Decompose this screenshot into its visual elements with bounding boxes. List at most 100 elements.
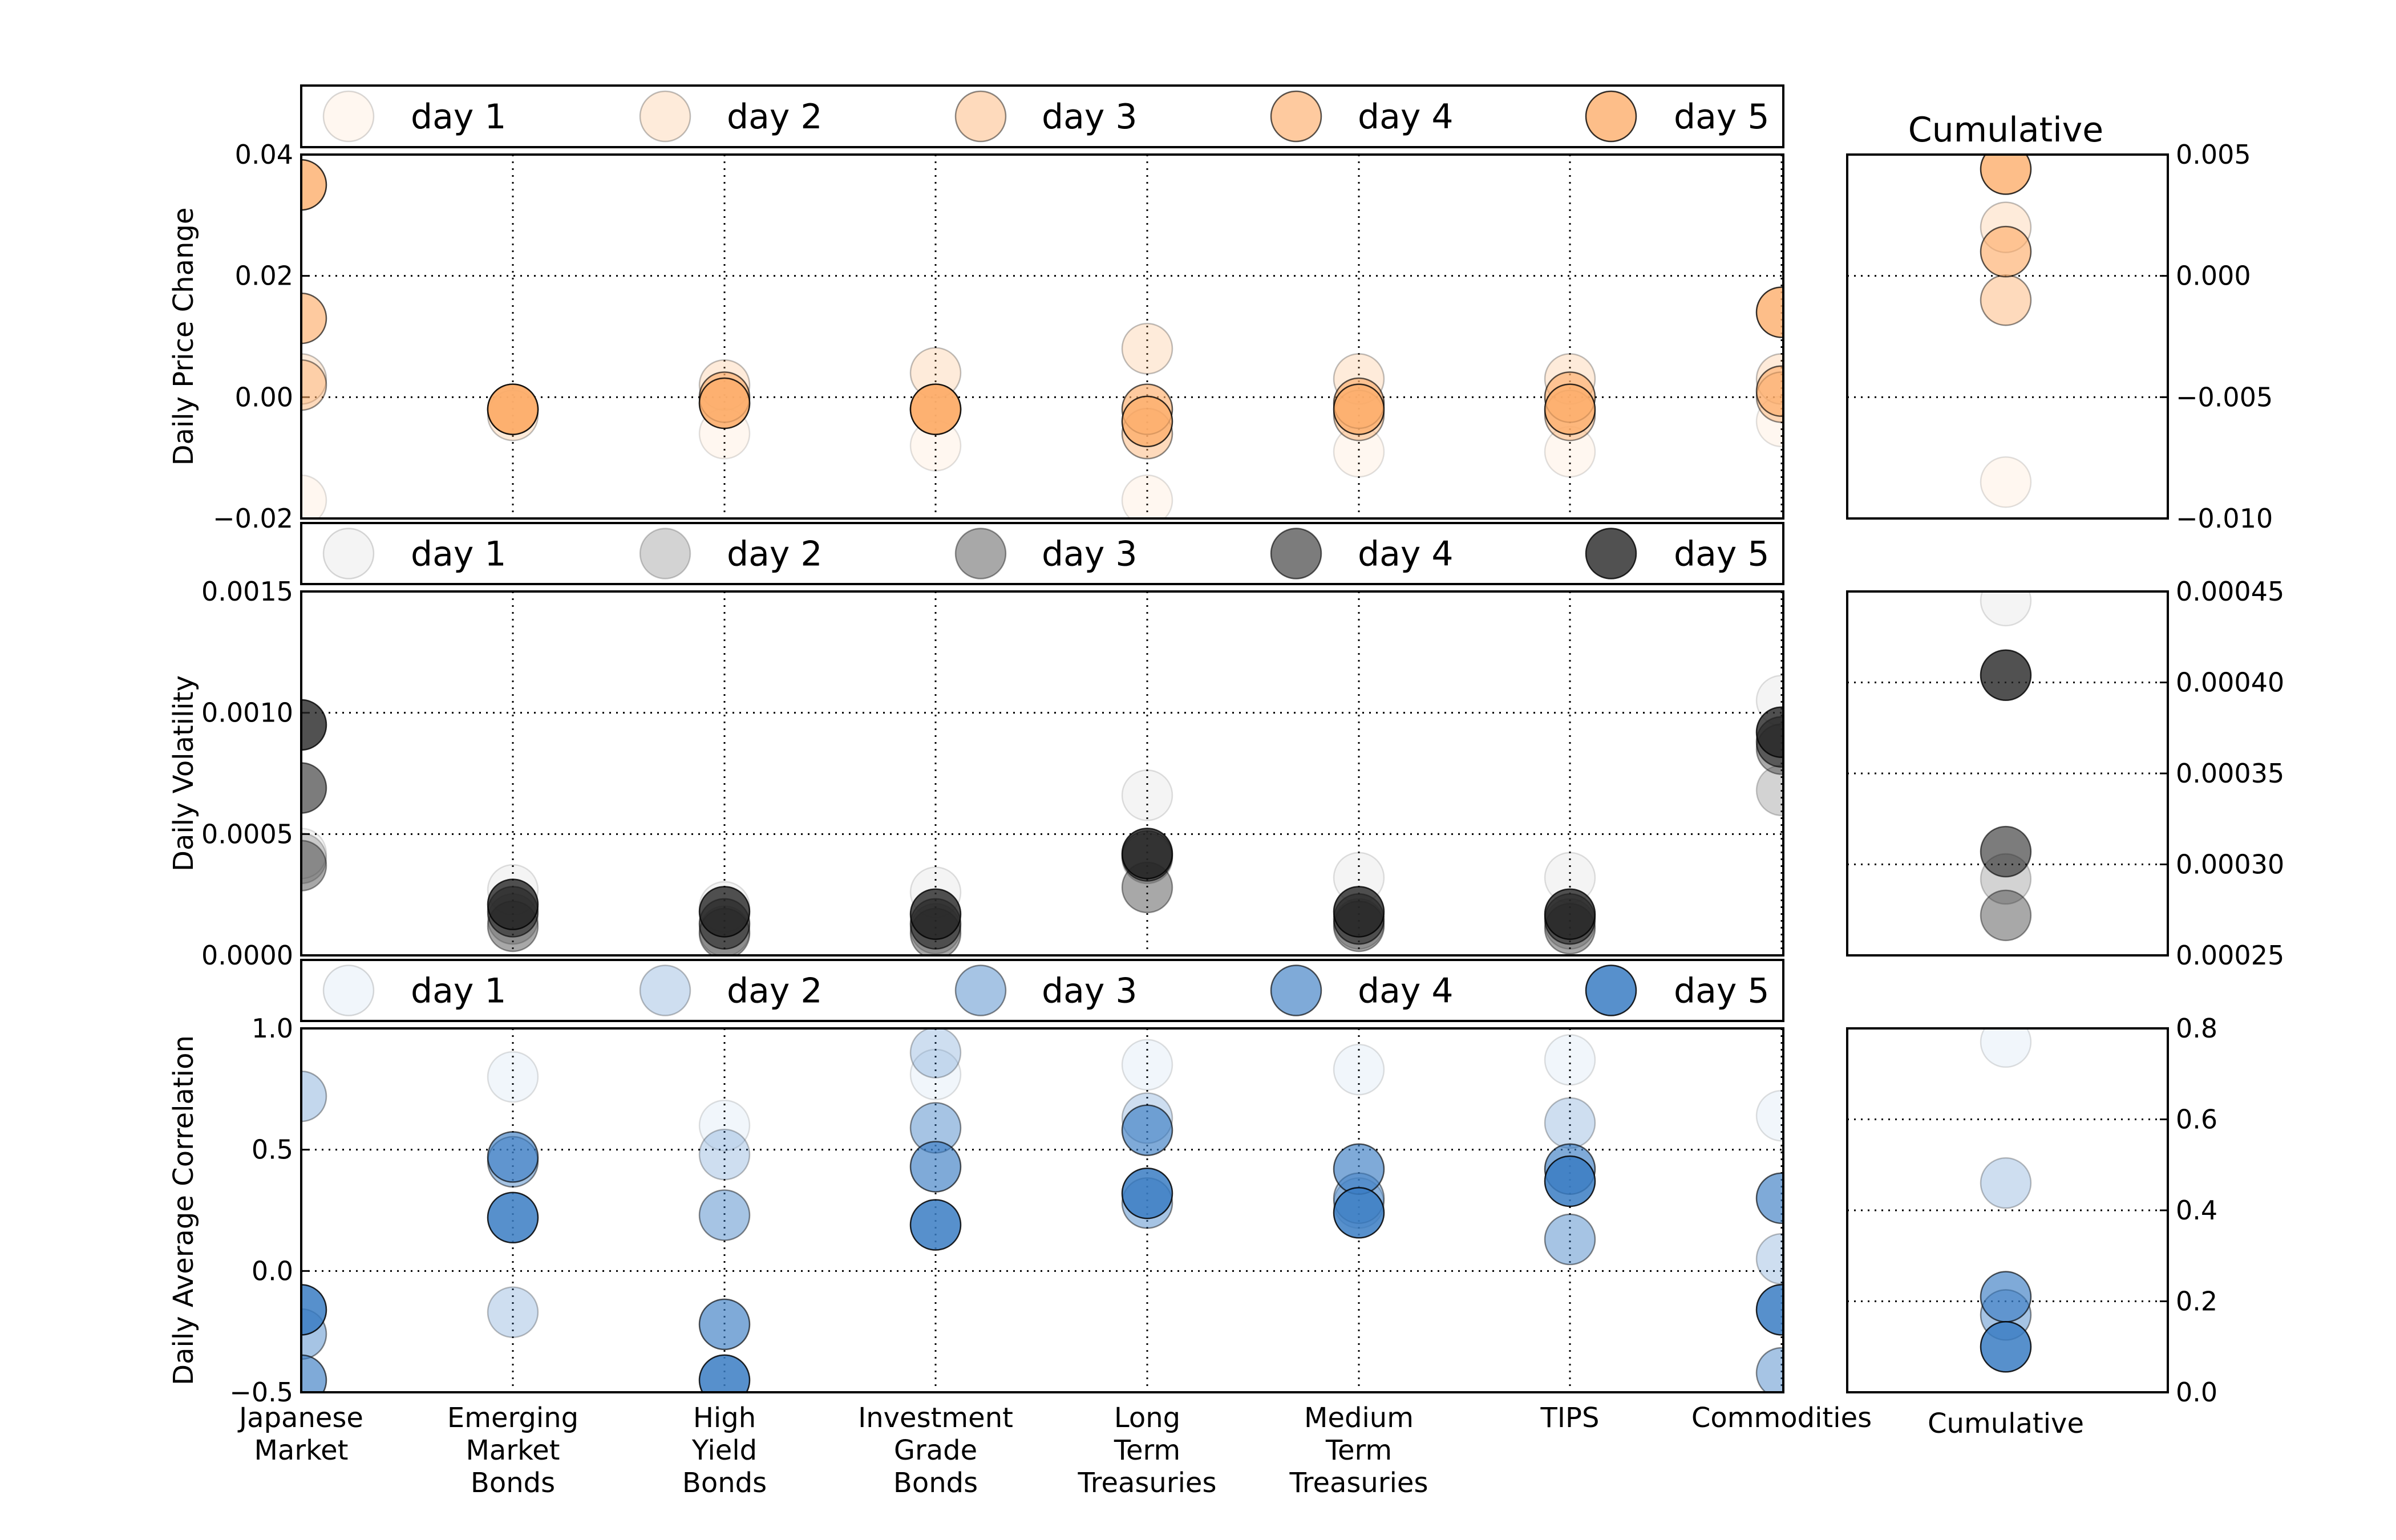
point-correlation-day-3-cat-8 [1755, 1347, 1783, 1392]
legend-label-price-day-5: day 5 [1674, 97, 1770, 137]
points-volatility [301, 675, 1783, 955]
cumulative-title: Cumulative [1908, 110, 2103, 150]
legend-label-volatility-day-2: day 2 [727, 534, 823, 574]
cum-ytick-label-volatility-0: 0.00025 [2176, 940, 2284, 971]
category-label-5-line-2: Term [1114, 1434, 1180, 1466]
legend-marker-correlation-day-4 [1270, 964, 1322, 1016]
legend-box-volatility [300, 522, 1784, 585]
point-price-day-4-cat-8 [1755, 365, 1783, 417]
category-label-6-line-2: Term [1325, 1434, 1392, 1466]
point-correlation-day-2-cat-2 [487, 1286, 539, 1338]
ytick-label-correlation-0: −0.5 [229, 1377, 293, 1408]
point-correlation-day-5-cat-6 [1333, 1187, 1385, 1239]
category-label-1-line-2: Market [254, 1434, 349, 1466]
cum-points-price [1980, 155, 2032, 508]
point-correlation-day-4-cat-3 [698, 1298, 751, 1351]
ytick-label-price-1: 0.00 [235, 382, 293, 412]
cum-point-correlation-day-4 [1980, 1271, 2032, 1323]
point-volatility-day-5-cat-5 [1121, 828, 1173, 880]
cum-ytick-label-volatility-3: 0.00040 [2176, 667, 2284, 698]
legend-label-volatility-day-3: day 3 [1042, 534, 1138, 574]
cum-ytick-label-volatility-1: 0.00030 [2176, 849, 2284, 880]
legend-marker-volatility-day-5 [1585, 528, 1637, 579]
cum-ytick-label-correlation-2: 0.4 [2176, 1195, 2217, 1226]
point-correlation-day-4-cat-1 [301, 1354, 327, 1392]
category-label-8-line-1: Commodities [1691, 1402, 1872, 1434]
cum-point-price-day-4 [1980, 225, 2032, 278]
point-correlation-day-5-cat-4 [909, 1199, 962, 1251]
point-price-day-5-cat-6 [1333, 383, 1385, 435]
point-correlation-day-1-cat-2 [487, 1051, 539, 1103]
plot-frame-price [300, 153, 1784, 520]
cum-frame-price [1846, 153, 2169, 520]
cum-ytick-label-correlation-0: 0.0 [2176, 1377, 2217, 1408]
category-label-2-line-3: Bonds [471, 1467, 555, 1499]
legend-label-volatility-day-4: day 4 [1358, 534, 1454, 574]
point-correlation-day-5-cat-7 [1544, 1155, 1596, 1207]
category-label-6-line-3: Treasuries [1289, 1467, 1428, 1499]
legend-label-correlation-day-2: day 2 [727, 971, 823, 1011]
point-price-day-5-cat-3 [698, 377, 751, 429]
category-label-5-line-3: Treasuries [1078, 1467, 1217, 1499]
cum-point-correlation-day-2 [1980, 1157, 2032, 1209]
legend-marker-correlation-day-3 [954, 964, 1007, 1016]
point-volatility-day-2-cat-1 [301, 832, 327, 885]
legend-label-correlation-day-1: day 1 [411, 971, 507, 1011]
point-volatility-day-5-cat-4 [909, 888, 962, 940]
ytick-label-volatility-0: 0.0000 [201, 940, 293, 971]
point-volatility-day-3-cat-1 [301, 840, 327, 891]
ytick-label-volatility-2: 0.0010 [201, 698, 293, 728]
points-price [301, 159, 1783, 518]
ytick-label-volatility-1: 0.0005 [201, 818, 293, 849]
point-price-day-5-cat-2 [487, 383, 539, 435]
point-price-day-5-cat-7 [1544, 383, 1596, 435]
cum-area-price [1847, 155, 2168, 518]
point-correlation-day-5-cat-8 [1755, 1284, 1783, 1336]
plot-area-price [301, 155, 1783, 518]
legend-label-price-day-1: day 1 [411, 97, 507, 137]
cum-point-volatility-day-4 [1980, 825, 2032, 878]
cum-ytick-label-correlation-1: 0.2 [2176, 1286, 2217, 1317]
cum-points-correlation [1980, 1028, 2032, 1373]
cum-ytick-label-price-1: −0.005 [2176, 382, 2273, 412]
point-price-day-5-cat-4 [909, 383, 962, 435]
plot-area-correlation [301, 1028, 1783, 1392]
legend-label-price-day-2: day 2 [727, 97, 823, 137]
legend-label-price-day-3: day 3 [1042, 97, 1138, 137]
point-correlation-day-3-cat-7 [1544, 1213, 1596, 1266]
ytick-label-price-2: 0.02 [235, 261, 293, 291]
legend-label-correlation-day-5: day 5 [1674, 971, 1770, 1011]
plot-frame-correlation [300, 1027, 1784, 1393]
point-correlation-day-2-cat-1 [301, 1070, 327, 1122]
ytick-label-correlation-1: 0.0 [252, 1255, 293, 1286]
point-price-day-5-cat-1 [301, 159, 327, 211]
point-volatility-day-5-cat-7 [1544, 888, 1596, 940]
cumulative-xlabel: Cumulative [1928, 1408, 2084, 1440]
point-price-day-1-cat-1 [301, 474, 327, 518]
point-price-day-1-cat-5 [1121, 474, 1173, 518]
cum-frame-correlation [1846, 1027, 2169, 1393]
point-volatility-day-5-cat-6 [1333, 886, 1385, 938]
ytick-label-price-0: −0.02 [213, 503, 293, 534]
point-correlation-day-3-cat-3 [698, 1189, 751, 1241]
point-volatility-day-1-cat-1 [301, 828, 327, 880]
cum-ytick-label-price-0: −0.010 [2176, 503, 2273, 534]
legend-box-price [300, 84, 1784, 148]
point-volatility-day-4-cat-1 [301, 762, 327, 814]
point-correlation-day-4-cat-8 [1755, 1172, 1783, 1224]
cum-point-volatility-day-5 [1980, 649, 2032, 701]
point-price-day-4-cat-1 [301, 292, 327, 345]
ylabel-volatility: Daily Volatility [168, 675, 200, 872]
ytick-label-volatility-3: 0.0015 [201, 576, 293, 607]
ylabel-price: Daily Price Change [168, 208, 200, 466]
point-volatility-day-5-cat-8 [1755, 706, 1783, 758]
cum-point-volatility-day-3 [1980, 889, 2032, 942]
plot-frame-volatility [300, 590, 1784, 957]
category-label-7-line-1: TIPS [1540, 1402, 1600, 1434]
category-label-3-line-3: Bonds [682, 1467, 767, 1499]
point-price-day-5-cat-5 [1121, 395, 1173, 448]
point-volatility-day-5-cat-1 [301, 699, 327, 751]
cum-ytick-label-volatility-2: 0.00035 [2176, 758, 2284, 789]
point-correlation-day-2-cat-4 [909, 1028, 962, 1079]
